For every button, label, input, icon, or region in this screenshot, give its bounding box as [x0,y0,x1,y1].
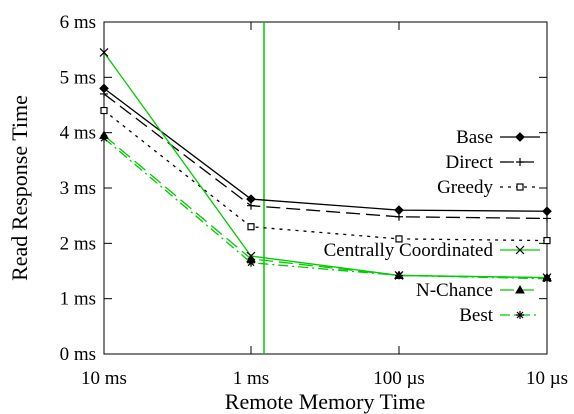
series-line-base [103,87,548,212]
legend-entry-greedy: Greedy [437,177,540,198]
data-point-best [247,258,255,267]
series-line-best [103,137,548,280]
legend-label: Greedy [437,177,493,198]
axis-ticks: 0 ms 1 ms 2 ms 3 ms 4 ms 5 ms 6 ms 10 ms 1 ms 100… [60,12,568,389]
legend: Base Direct Greedy Centrally Coordinated N-C… [324,127,540,326]
y-tick-label: 2 ms [60,233,96,254]
series-line-greedy [103,110,548,242]
legend-swatch-marker [516,158,524,166]
y-tick-label: 5 ms [60,67,96,88]
y-tick-label: 0 ms [60,344,96,365]
legend-entry-base: Base [456,127,540,148]
data-point-direct [543,214,551,223]
y-tick-label: 6 ms [60,12,96,33]
legend-swatch-marker [515,132,525,142]
legend-label: Best [459,305,494,326]
x-tick-label: 100 µs [373,368,425,389]
legend-label: Base [456,127,493,148]
series-greedy [100,106,551,245]
legend-label: N-Chance [416,280,493,301]
y-tick-label: 4 ms [60,123,96,144]
y-axis-label: Read Response Time [7,95,32,281]
data-point-direct [395,212,403,221]
data-point-greedy [395,235,403,243]
data-point-greedy [543,236,551,245]
legend-swatch-marker [516,311,524,319]
data-point-greedy [247,223,255,231]
data-point-greedy [100,106,108,115]
legend-entry-centrally-coordinated: Centrally Coordinated [324,240,540,261]
data-point-best [543,274,551,283]
data-point-best [100,134,108,143]
x-tick-label: 10 µs [526,368,568,389]
data-point-direct [247,201,255,210]
x-tick-label: 10 ms [81,368,127,389]
y-tick-label: 1 ms [60,289,96,310]
legend-entry-best: Best [459,305,540,326]
series-direct [100,89,551,223]
x-tick-label: 1 ms [233,368,269,389]
legend-entry-n-chance: N-Chance [416,280,540,301]
data-point-base [542,206,552,217]
x-axis-label: Remote Memory Time [225,389,425,414]
legend-entry-direct: Direct [446,152,540,173]
legend-swatch-marker [515,245,525,255]
data-point-best [395,271,403,280]
legend-label: Centrally Coordinated [324,240,494,261]
y-tick-label: 3 ms [60,178,96,199]
series-line-direct [103,93,548,220]
series-best [100,134,551,283]
series-line-n-chance [103,134,548,279]
data-point-centrally-coordinated [99,48,109,57]
legend-label: Direct [446,152,494,173]
legend-swatch-marker [515,284,525,294]
series-group [99,48,552,283]
legend-swatch-marker [516,183,524,191]
data-point-direct [100,89,108,98]
